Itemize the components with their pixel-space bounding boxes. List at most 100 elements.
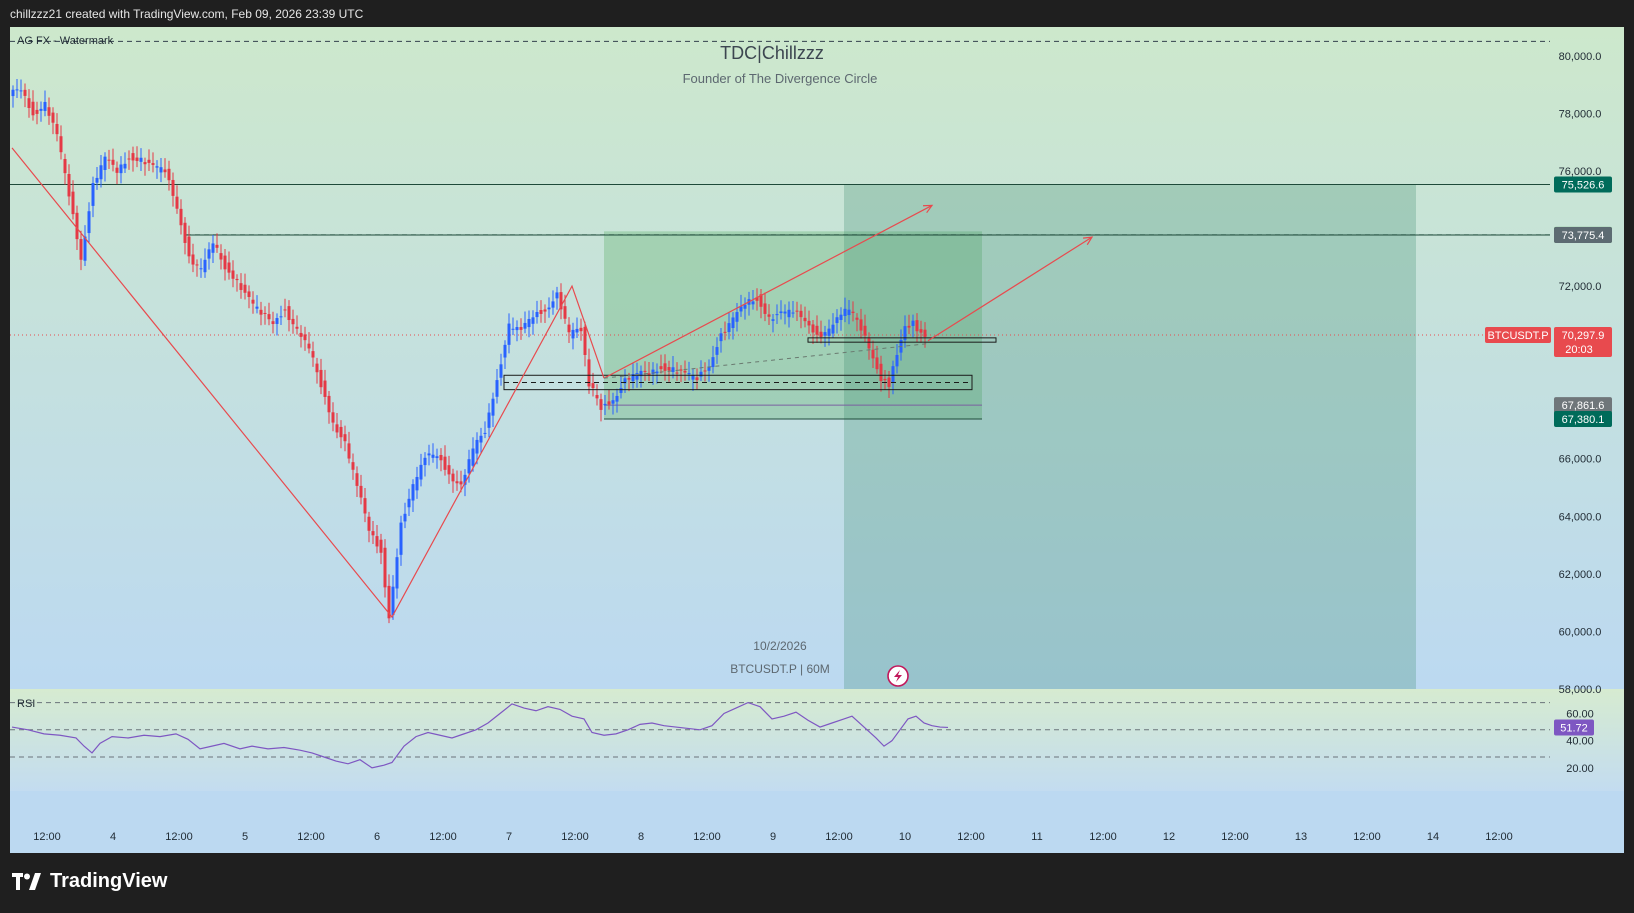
candle [175, 196, 179, 209]
time-tick-label: 12:00 [1221, 831, 1249, 843]
candle [875, 357, 879, 370]
candle [599, 399, 603, 410]
candle [31, 101, 35, 116]
candle [895, 354, 899, 367]
candle [71, 191, 75, 215]
price-label-badge[interactable] [1554, 226, 1612, 243]
candle [423, 457, 427, 466]
chart-frame[interactable]: AG FX - Watermark TDC|Chillzzz Founder o… [10, 27, 1624, 853]
candle [35, 109, 39, 114]
indicator-label[interactable]: AG FX - Watermark [17, 35, 114, 47]
candle [127, 158, 131, 160]
candle [495, 380, 499, 397]
time-tick-label: 5 [242, 831, 248, 843]
candle [827, 328, 831, 336]
candle [651, 369, 655, 375]
candle [135, 157, 139, 161]
candle [635, 373, 639, 380]
price-label-badge[interactable] [1554, 411, 1612, 428]
candle [843, 308, 847, 316]
candle [231, 270, 235, 279]
candle [727, 323, 731, 333]
candle [591, 383, 595, 389]
candle [499, 364, 503, 378]
price-tick-label: 78,000.0 [1559, 108, 1602, 120]
current-price-badge[interactable] [1554, 327, 1612, 358]
candle [159, 167, 163, 173]
candle [455, 481, 459, 484]
candle [227, 262, 231, 273]
candle [631, 374, 635, 382]
candle [539, 310, 543, 314]
rsi-value-badge[interactable] [1554, 719, 1594, 736]
candle [331, 412, 335, 423]
candle [655, 371, 659, 374]
candle [383, 547, 387, 588]
candle [767, 314, 771, 317]
price-label-badge[interactable] [1554, 397, 1612, 414]
price-label-badge[interactable] [1554, 176, 1612, 193]
candle [535, 312, 539, 318]
price-chart[interactable]: AG FX - Watermark TDC|Chillzzz Founder o… [10, 27, 1624, 853]
time-tick-label: 14 [1427, 831, 1439, 843]
candle [451, 473, 455, 482]
candle [119, 164, 123, 174]
candle [611, 400, 615, 404]
time-tick-label: 12:00 [1353, 831, 1381, 843]
candle [447, 465, 451, 475]
candle [479, 435, 483, 443]
arrow-head [922, 204, 934, 214]
candle [783, 311, 787, 314]
candle [787, 309, 791, 318]
candle [343, 434, 347, 442]
candle [547, 307, 551, 310]
candle [203, 259, 207, 273]
candle [471, 448, 475, 466]
candle [283, 309, 287, 311]
candle [399, 522, 403, 555]
attribution-text: chillzzz21 created with TradingView.com,… [10, 7, 364, 21]
tradingview-footer[interactable]: TradingView [12, 870, 167, 893]
time-axis-background [10, 791, 1624, 853]
watermark-subtitle: Founder of The Divergence Circle [683, 71, 878, 86]
candle [739, 306, 743, 312]
tradingview-brand-text: TradingView [50, 870, 168, 892]
time-tick-label: 12:00 [957, 831, 985, 843]
time-tick-label: 12:00 [165, 831, 193, 843]
projection-arrow[interactable] [927, 236, 1093, 342]
rsi-line[interactable] [11, 701, 949, 769]
candle [855, 317, 859, 320]
candle [291, 318, 295, 325]
candle [47, 107, 51, 116]
projection-arrow[interactable] [603, 204, 933, 379]
lightning-alert-icon[interactable] [887, 665, 909, 687]
time-tick-label: 4 [110, 831, 116, 843]
time-tick-label: 12:00 [1485, 831, 1513, 843]
rsi-label[interactable]: RSI [17, 698, 35, 710]
candle [603, 403, 607, 406]
candle [307, 343, 311, 349]
symbol-badge[interactable] [1485, 327, 1551, 344]
candle [239, 283, 243, 290]
time-tick-label: 12:00 [429, 831, 457, 843]
candle [903, 326, 907, 341]
candle [459, 481, 463, 485]
candle [851, 311, 855, 314]
candle [527, 318, 531, 328]
candle [623, 378, 627, 384]
box-drawing[interactable] [807, 337, 997, 343]
zone-long-position[interactable] [844, 184, 1416, 689]
time-tick-label: 12:00 [693, 831, 721, 843]
price-label-text: 75,526.6 [1562, 180, 1605, 192]
candle [755, 297, 759, 301]
candle [583, 326, 587, 355]
candle [675, 372, 679, 374]
dashed-trendline[interactable] [603, 343, 929, 379]
zone-range-box[interactable] [604, 231, 982, 419]
candle [663, 363, 667, 371]
time-tick-label: 12:00 [33, 831, 61, 843]
candle [187, 236, 191, 257]
zigzag-line[interactable] [11, 147, 605, 619]
candle [195, 264, 199, 266]
candle [327, 395, 331, 413]
